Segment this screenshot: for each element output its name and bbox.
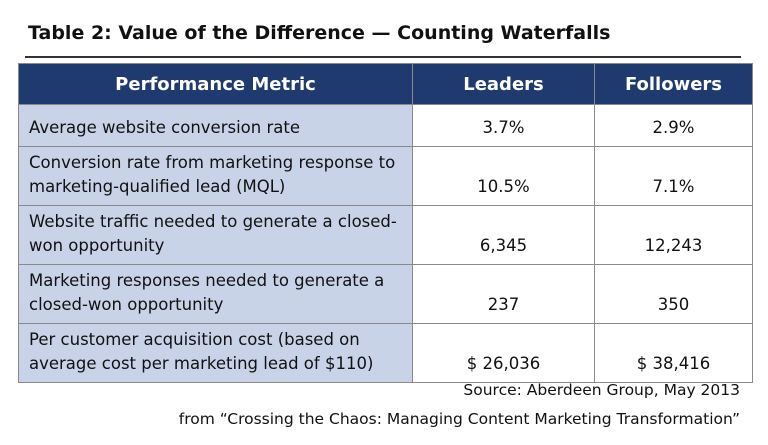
value-cell: 10.5%: [412, 146, 595, 206]
header-cell: Followers: [594, 63, 753, 105]
value-cell: 3.7%: [412, 104, 595, 147]
metric-cell: Per customer acquisition cost (based on …: [18, 323, 413, 383]
source-note: Source: Aberdeen Group, May 2013: [463, 381, 740, 399]
metric-cell: Average website conversion rate: [18, 104, 413, 147]
metric-cell: Marketing responses needed to generate a…: [18, 264, 413, 324]
title-rule: [25, 56, 741, 58]
table-row: Website traffic needed to generate a clo…: [18, 205, 753, 265]
value-cell: $ 26,036: [412, 323, 595, 383]
value-cell: 12,243: [594, 205, 753, 265]
table-row: Per customer acquisition cost (based on …: [18, 323, 753, 383]
table-row: Marketing responses needed to generate a…: [18, 264, 753, 324]
table-title: Table 2: Value of the Difference — Count…: [28, 22, 611, 44]
metric-cell: Website traffic needed to generate a clo…: [18, 205, 413, 265]
table-row: Conversion rate from marketing response …: [18, 146, 753, 206]
table: Performance Metric Leaders Followers Avera…: [18, 63, 753, 383]
table-row: Average website conversion rate 3.7% 2.9%: [18, 104, 753, 147]
value-cell: 6,345: [412, 205, 595, 265]
header-cell: Performance Metric: [18, 63, 413, 105]
header-cell: Leaders: [412, 63, 595, 105]
value-cell: $ 38,416: [594, 323, 753, 383]
metric-cell: Conversion rate from marketing response …: [18, 146, 413, 206]
from-note: from “Crossing the Chaos: Managing Conte…: [178, 410, 740, 428]
value-cell: 7.1%: [594, 146, 753, 206]
value-cell: 350: [594, 264, 753, 324]
value-cell: 237: [412, 264, 595, 324]
table-body: Average website conversion rate 3.7% 2.9% C…: [18, 104, 753, 383]
value-cell: 2.9%: [594, 104, 753, 147]
header-row: Performance Metric Leaders Followers: [18, 63, 753, 105]
